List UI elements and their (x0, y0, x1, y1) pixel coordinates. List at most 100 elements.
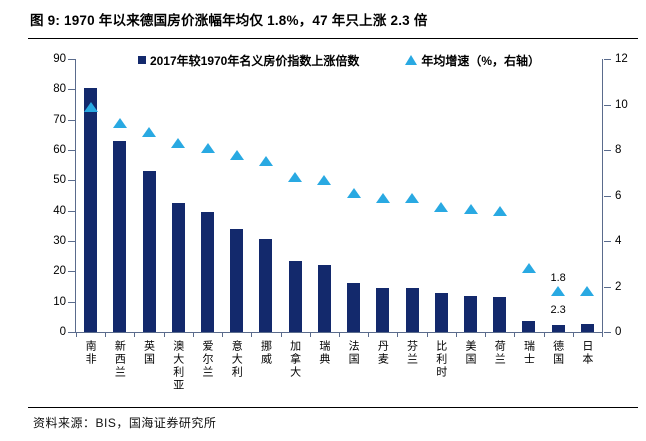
x-axis-tick (222, 332, 224, 337)
triangle-marker (171, 138, 186, 149)
y-axis-right-tick-label: 4 (615, 235, 622, 247)
y-axis-right-tick-label: 8 (615, 144, 622, 156)
y-axis-right-tick-label: 0 (615, 326, 622, 338)
x-axis-tick (543, 332, 545, 337)
triangle-marker (551, 286, 566, 297)
x-axis-tick (397, 332, 399, 337)
x-axis-category-label: 加拿大 (288, 340, 301, 379)
y-axis-right-tick-label: 10 (615, 98, 628, 111)
x-axis-tick (602, 332, 603, 337)
y-axis-left-tick (68, 89, 75, 91)
y-axis-left-tick-label: 50 (53, 174, 66, 187)
bar (230, 228, 244, 332)
y-axis-right-tick (604, 241, 611, 242)
x-axis-category-label: 瑞典 (317, 340, 330, 366)
triangle-marker (492, 206, 507, 217)
bar (317, 265, 331, 332)
triangle-marker (112, 117, 127, 128)
y-axis-left (75, 59, 76, 332)
triangle-marker (229, 149, 244, 160)
x-axis-tick (76, 332, 77, 337)
y-axis-left-tick-label: 10 (53, 295, 66, 308)
bar (434, 292, 448, 332)
y-axis-right-tick (604, 104, 611, 106)
source-divider (28, 407, 638, 408)
y-axis-right-tick (604, 150, 611, 151)
x-axis-category-label: 芬兰 (405, 340, 418, 366)
x-axis-category-label: 比利时 (434, 340, 447, 379)
y-axis-left-tick (68, 119, 75, 121)
legend-marker-label: 年均增速（%，右轴） (421, 53, 541, 68)
y-axis-left-tick-label: 70 (53, 113, 66, 126)
triangle-marker (258, 156, 273, 167)
bar-series-swatch-icon (137, 56, 146, 64)
triangle-marker (288, 172, 303, 183)
bar (522, 321, 536, 332)
figure-title: 图 9: 1970 年以来德国房价涨幅年均仅 1.8%，47 年只上涨 2.3 … (30, 13, 428, 28)
triangle-marker (142, 126, 157, 137)
y-axis-left-tick (68, 301, 75, 303)
y-axis-right-tick-label: 2 (615, 280, 622, 293)
x-axis-tick (485, 332, 487, 337)
x-axis-category-label: 爱尔兰 (201, 340, 213, 379)
x-axis-tick (192, 332, 194, 337)
bar (259, 239, 273, 332)
triangle-marker (317, 174, 332, 185)
source-note: 资料来源：BIS，国海证券研究所 (33, 416, 217, 430)
y-axis-left-tick-label: 90 (53, 53, 66, 65)
bar (580, 324, 594, 332)
legend-item-bars: 2017年较1970年名义房价指数上涨倍数 (137, 52, 360, 69)
x-axis-tick (134, 332, 136, 337)
triangle-marker (346, 188, 361, 199)
data-label: 2.3 (550, 304, 566, 317)
x-axis-tick (514, 332, 516, 337)
x-axis-tick (105, 332, 107, 337)
x-axis-category-label: 瑞士 (522, 340, 535, 366)
triangle-marker-icon (405, 55, 418, 65)
bar (84, 87, 98, 332)
x-axis-tick (163, 332, 165, 337)
triangle-marker (83, 101, 98, 112)
x-axis-category-label: 丹麦 (376, 340, 389, 366)
y-axis-left-tick (68, 150, 75, 151)
bar (201, 212, 214, 332)
x-axis-category-label: 南非 (84, 340, 97, 366)
y-axis-right-tick (604, 332, 611, 333)
y-axis-left-tick (68, 59, 75, 60)
y-axis-left-tick-label: 0 (59, 326, 66, 338)
y-axis-left-tick (68, 210, 75, 212)
triangle-marker (200, 142, 215, 153)
y-axis-right-tick-label: 6 (615, 189, 622, 202)
x-axis-category-label: 意大利 (230, 340, 243, 379)
y-axis-left-tick (68, 271, 75, 273)
y-axis-left-tick (68, 332, 75, 333)
y-axis-left-tick-label: 20 (53, 265, 66, 278)
title-divider (28, 38, 638, 39)
x-axis-tick (368, 332, 370, 337)
x-axis-category-label: 美国 (464, 340, 476, 366)
x-axis-tick (309, 332, 311, 337)
y-axis-left-tick-label: 40 (53, 204, 66, 217)
chart-legend: 2017年较1970年名义房价指数上涨倍数 年均增速（%，右轴） (76, 52, 602, 68)
y-axis-right-tick-label: 12 (615, 53, 628, 65)
bar (551, 325, 565, 332)
x-axis-category-label: 澳大利亚 (171, 340, 184, 392)
data-label: 1.8 (550, 272, 566, 285)
x-axis-tick (572, 332, 574, 337)
y-axis-left-tick-label: 80 (53, 83, 66, 96)
triangle-marker (580, 286, 595, 297)
bar (171, 203, 185, 332)
bar (288, 260, 302, 332)
y-axis-left-tick (68, 241, 75, 242)
y-axis-left-tick-label: 60 (53, 144, 66, 156)
x-axis-category-label: 德国 (551, 340, 564, 366)
x-axis-tick (426, 332, 428, 337)
y-axis-right-tick (604, 195, 611, 197)
x-axis-tick (455, 332, 457, 337)
x-axis-category-label: 新西兰 (113, 340, 126, 379)
bar (464, 295, 477, 332)
bar (376, 288, 390, 332)
triangle-marker (405, 192, 420, 203)
x-axis-tick (251, 332, 253, 337)
legend-bar-label: 2017年较1970年名义房价指数上涨倍数 (149, 53, 360, 68)
